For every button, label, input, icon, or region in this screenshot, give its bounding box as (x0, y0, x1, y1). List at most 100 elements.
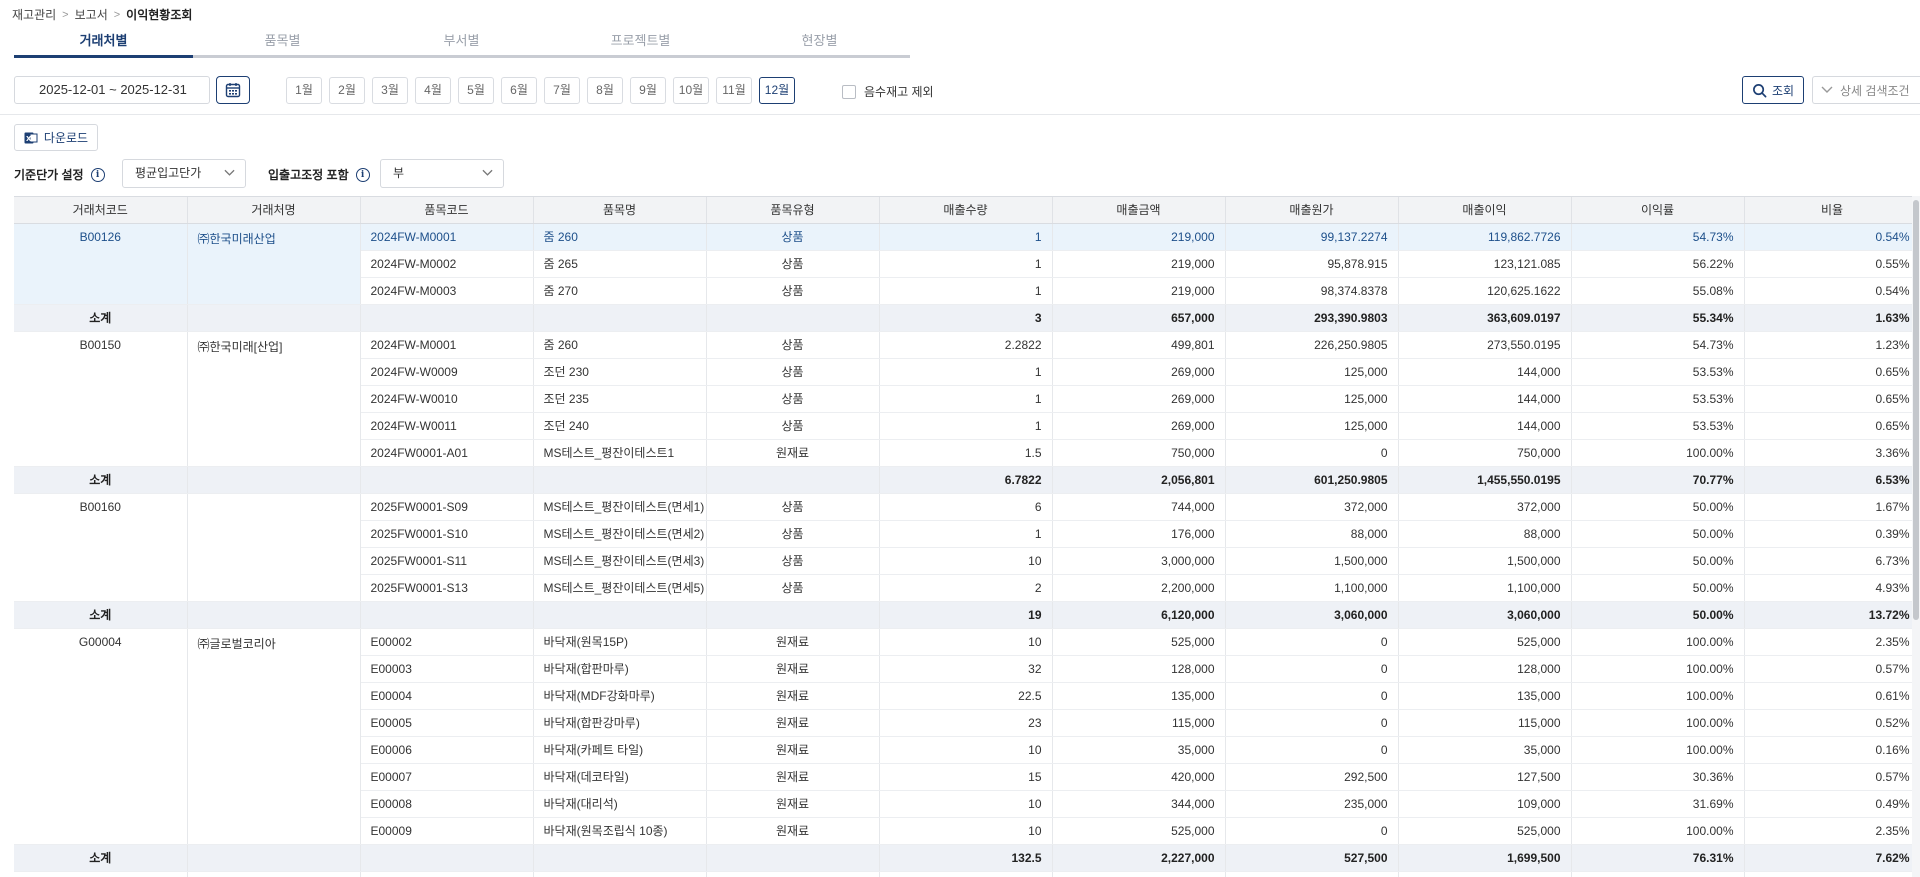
table-cell (1744, 871, 1920, 877)
vertical-scrollbar[interactable] (1912, 196, 1920, 877)
month-button[interactable]: 10월 (673, 77, 709, 104)
breadcrumb-item[interactable]: 보고서 (74, 8, 108, 22)
table-cell: 상품 (706, 493, 880, 521)
table-cell: 50.00% (1571, 520, 1745, 548)
table-cell: 0.54% (1744, 277, 1920, 305)
table-row[interactable]: 2024FW0001-A01 MS테스트_평잔이테스트1 원재료 1.5 750,000… (14, 439, 1920, 467)
date-range-input[interactable]: 2025-12-01 ~ 2025-12-31 (14, 76, 210, 104)
month-button[interactable]: 11월 (716, 77, 752, 104)
column-header[interactable]: 품목코드 (360, 197, 534, 224)
unit-price-select[interactable]: 평균입고단가 (122, 159, 246, 188)
calendar-button[interactable] (216, 76, 250, 104)
negative-stock-option[interactable]: 음수재고 제외 (842, 83, 934, 100)
info-icon[interactable]: i (90, 167, 105, 182)
table-row[interactable]: 2025FW0001-S11 MS테스트_평잔이테스트(면세3) 상품 10 3,000… (14, 547, 1920, 575)
table-row[interactable]: E00005 바닥재(합판강마루) 원재료 23 115,000 0 115,000 100.… (14, 709, 1920, 737)
negative-stock-checkbox[interactable] (842, 84, 856, 99)
subtotal-label: 소계 (14, 601, 188, 629)
search-button[interactable]: 조회 (1742, 76, 1804, 104)
table-row[interactable]: G00004 ㈜글로벌코리아 E00002 바닥재(원목15P) 원재료 10 525,00… (14, 628, 1920, 845)
table-cell: 144,000 (1398, 385, 1572, 413)
info-icon[interactable]: i (355, 167, 370, 182)
column-header[interactable]: 이익률 (1571, 197, 1745, 224)
table-cell: 1 (879, 385, 1053, 413)
table-cell: 10 (879, 547, 1053, 575)
month-button[interactable]: 2월 (329, 77, 365, 104)
month-button[interactable]: 4월 (415, 77, 451, 104)
month-button[interactable]: 6월 (501, 77, 537, 104)
table-cell (360, 844, 534, 872)
column-header[interactable]: 비율 (1744, 197, 1920, 224)
table-row[interactable]: E00007 바닥재(데코타일) 원재료 15 420,000 292,500 127,50… (14, 763, 1920, 791)
subtotal-cell: 3,060,000 (1225, 601, 1399, 629)
tab-by-project[interactable]: 프로젝트별 (610, 33, 671, 48)
month-button[interactable]: 9월 (630, 77, 666, 104)
subtotal-row: 소계 6.7822 2,056,801 601,250.9805 1,455,550.0… (14, 466, 1920, 494)
tab-by-site[interactable]: 현장별 (801, 33, 838, 48)
search-icon (1752, 83, 1767, 97)
detail-search-button[interactable]: 상세 검색조건 (1812, 76, 1920, 104)
tab-by-customer[interactable]: 거래처별 (14, 30, 193, 58)
scrollbar-thumb[interactable] (1913, 200, 1919, 620)
svg-text:X: X (26, 135, 32, 143)
table-row[interactable]: 2025FW0001-S10 MS테스트_평잔이테스트(면세2) 상품 1 176,00… (14, 520, 1920, 548)
download-button[interactable]: X 다운로드 (14, 124, 98, 151)
table-cell: 상품 (706, 331, 880, 359)
column-header[interactable]: 매출이익 (1398, 197, 1572, 224)
negative-stock-label: 음수재고 제외 (864, 85, 934, 99)
tab-by-item[interactable]: 품목별 (264, 33, 301, 48)
subtotal-row: 소계 3 657,000 293,390.9803 363,609.0197 55.34%… (14, 304, 1920, 332)
table-cell: 2024FW-W0009 (360, 358, 534, 386)
column-header[interactable]: 거래처명 (187, 197, 361, 224)
column-header[interactable]: 품목명 (533, 197, 707, 224)
month-button[interactable]: 3월 (372, 77, 408, 104)
month-button[interactable]: 5월 (458, 77, 494, 104)
table-row[interactable]: 2024FW-M0003 줌 270 상품 1 219,000 98,374.8378 12… (14, 277, 1920, 305)
table-cell: 1 (879, 412, 1053, 440)
table-cell: 1,100,000 (1225, 574, 1399, 602)
column-header[interactable]: 매출금액 (1052, 197, 1226, 224)
table-cell: 56.22% (1571, 250, 1745, 278)
adjust-select[interactable]: 부 (380, 159, 504, 188)
search-label: 조회 (1771, 83, 1795, 98)
table-cell: 0.65% (1744, 358, 1920, 386)
month-button-active[interactable]: 12월 (759, 77, 795, 104)
column-header[interactable]: 거래처코드 (14, 197, 188, 224)
customer-name-cell (187, 493, 361, 602)
column-header[interactable]: 매출수량 (879, 197, 1053, 224)
table-row[interactable]: E00009 바닥재(원목조립식 10종) 원재료 10 525,000 0 525,000… (14, 817, 1920, 845)
table-cell: 10 (879, 736, 1053, 764)
table-row[interactable]: 2024FW-W0009 조던 230 상품 1 269,000 125,000 144,0… (14, 358, 1920, 386)
table-cell: 10 (879, 817, 1053, 845)
breadcrumb-item[interactable]: 재고관리 (12, 8, 57, 22)
table-row[interactable]: B00150 ㈜한국미래[산업] 2024FW-M0001 줌 260 상품 2.2822… (14, 331, 1920, 467)
table-row[interactable]: 2024FW-M0002 줌 265 상품 1 219,000 95,878.915 123… (14, 250, 1920, 278)
column-header[interactable]: 매출원가 (1225, 197, 1399, 224)
month-button[interactable]: 7월 (544, 77, 580, 104)
table-cell: 50.00% (1571, 493, 1745, 521)
table-cell: 2025FW0001-S11 (360, 547, 534, 575)
customer-name-cell: ㈜글로벌코리아 (187, 628, 361, 845)
table-cell: 372,000 (1398, 493, 1572, 521)
month-button[interactable]: 8월 (587, 77, 623, 104)
tab-by-department[interactable]: 부서별 (443, 33, 480, 48)
month-button[interactable]: 1월 (286, 77, 322, 104)
table-cell: 135,000 (1052, 682, 1226, 710)
table-cell: 6 (879, 493, 1053, 521)
table-cell: 750,000 (1398, 439, 1572, 467)
table-row[interactable]: E00003 바닥재(합판마루) 원재료 32 128,000 0 128,000 100.0… (14, 655, 1920, 683)
table-cell: 줌 265 (533, 250, 707, 278)
calendar-icon (225, 83, 241, 98)
table-cell: 123,121.085 (1398, 250, 1572, 278)
table-row[interactable]: 2024FW-W0010 조던 235 상품 1 269,000 125,000 144,0… (14, 385, 1920, 413)
table-row[interactable]: E00006 바닥재(카페트 타일) 원재료 10 35,000 0 35,000 100.0… (14, 736, 1920, 764)
column-header[interactable]: 품목유형 (706, 197, 880, 224)
table-row[interactable]: 2025FW0001-S13 MS테스트_평잔이테스트(면세5) 상품 2 2,200,… (14, 574, 1920, 602)
table-row[interactable] (14, 871, 1920, 877)
table-cell (187, 871, 361, 877)
table-row[interactable]: E00004 바닥재(MDF강화마루) 원재료 22.5 135,000 0 135,000… (14, 682, 1920, 710)
table-row[interactable]: E00008 바닥재(대리석) 원재료 10 344,000 235,000 109,000… (14, 790, 1920, 818)
table-row[interactable]: B00126 ㈜한국미래산업 2024FW-M0001 줌 260 상품 1 219,000… (14, 223, 1920, 305)
table-row[interactable]: B00160 2025FW0001-S09 MS테스트_평잔이테스트(면세1) 상품 6… (14, 493, 1920, 602)
table-row[interactable]: 2024FW-W0011 조던 240 상품 1 269,000 125,000 144,0… (14, 412, 1920, 440)
